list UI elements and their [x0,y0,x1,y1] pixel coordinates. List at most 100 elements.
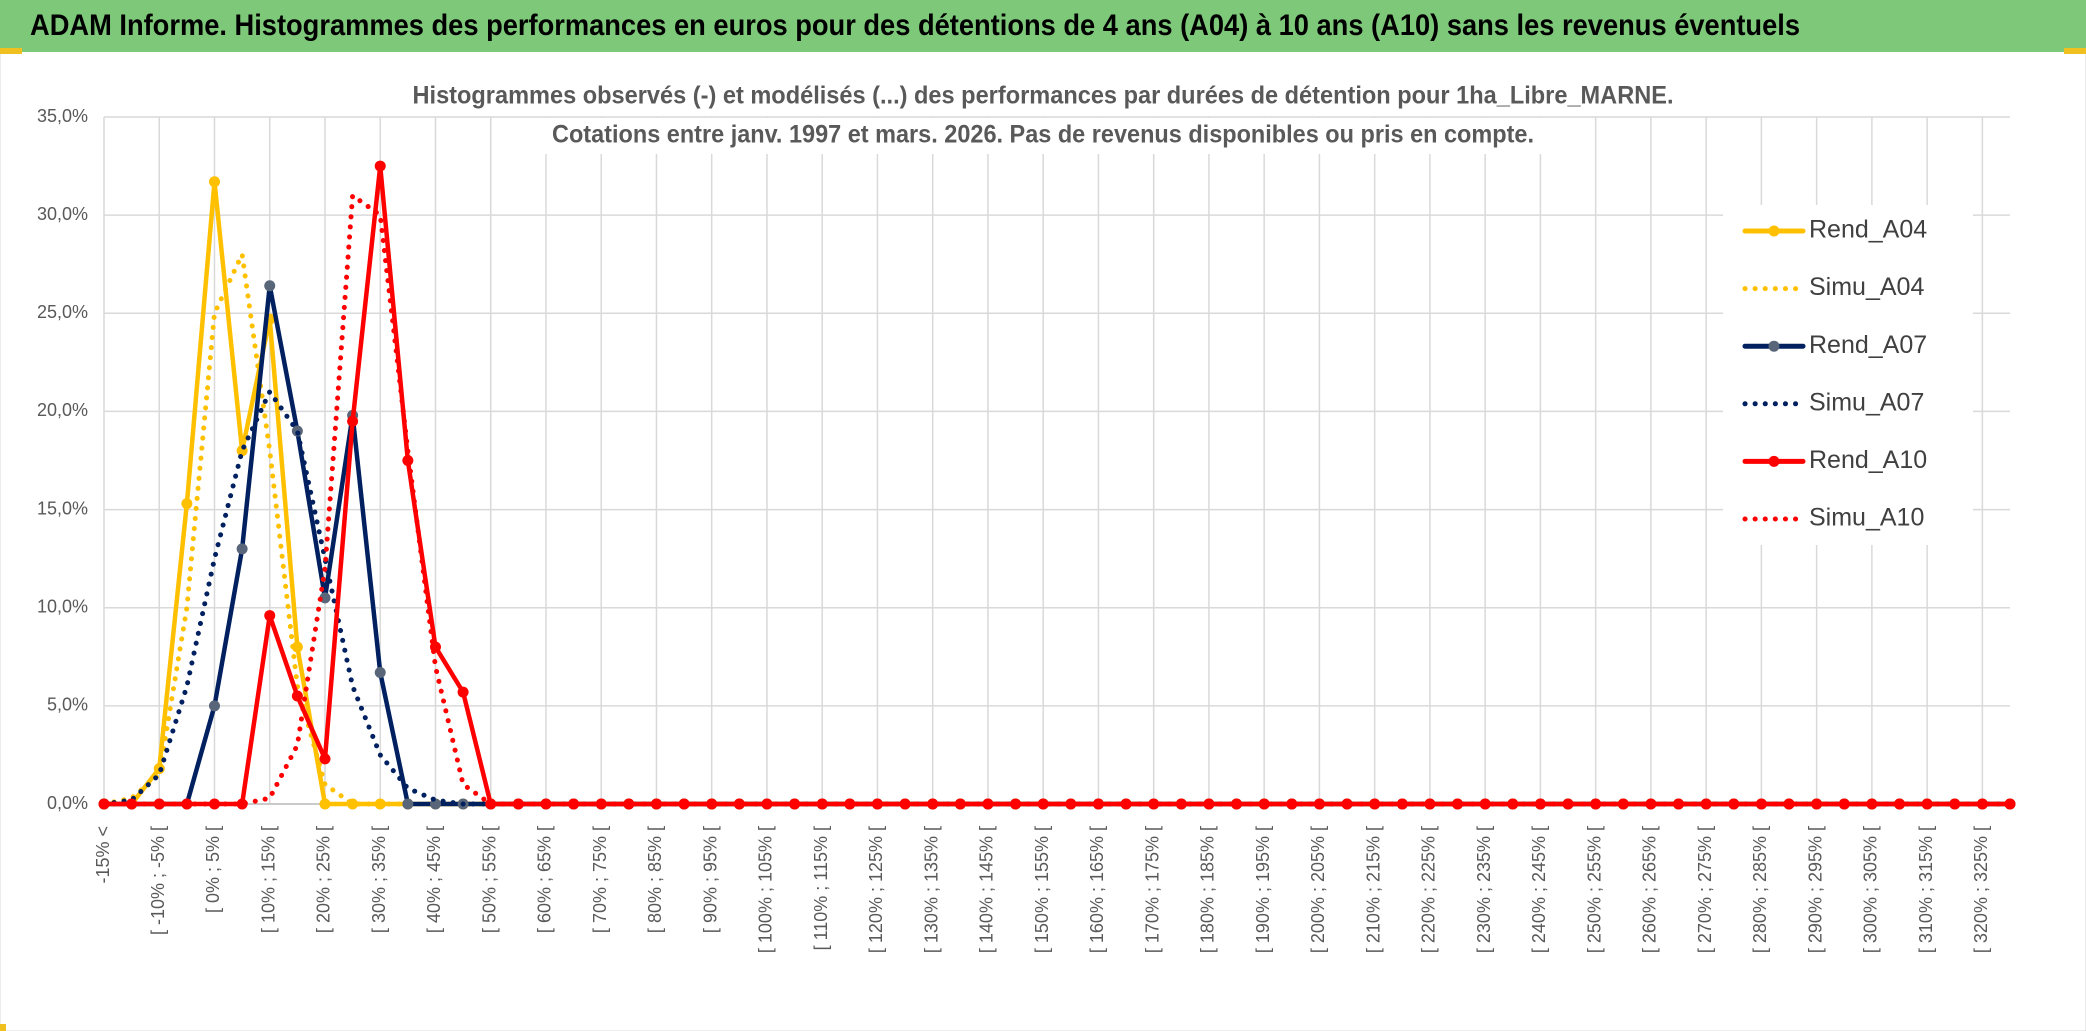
series-marker [1783,798,1795,810]
x-tick-label: [ 150% ; 155% [ [1032,826,1052,953]
x-tick-label: [ 40% ; 45% [ [424,826,444,933]
series-marker [2004,798,2016,810]
x-tick-label: [ 130% ; 135% [ [921,826,941,953]
series-marker [1866,798,1878,810]
series-marker [291,641,303,653]
series-marker [319,753,331,765]
x-tick-label: [ 110% ; 115% [ [811,826,831,950]
series-marker [1341,798,1353,810]
x-tick-label: [ 90% ; 95% [ [700,826,720,933]
series-marker [347,415,359,427]
series-marker [374,160,386,172]
x-tick-label: [ 140% ; 145% [ [977,826,997,953]
series-marker [1562,798,1574,810]
subtitle-backdrop [540,118,1546,154]
corner-accent [2064,48,2086,54]
x-tick-label: [ 190% ; 195% [ [1253,826,1273,953]
legend-marker [1768,225,1780,237]
x-tick-label: [ 320% ; 325% [ [1971,826,1991,953]
corner-accent [0,48,22,54]
x-tick-label: -15% < [93,826,113,884]
x-tick-label: [ 210% ; 215% [ [1363,826,1383,953]
x-tick-label: [ 270% ; 275% [ [1695,826,1715,953]
y-tick-label: 20,0% [37,400,88,420]
x-tick-label: [ 310% ; 315% [ [1916,826,1936,953]
series-marker [540,798,552,810]
chart-title: ADAM Informe. Histogrammes des performan… [30,9,1800,42]
y-tick-label: 35,0% [37,106,88,126]
x-tick-label: [ 170% ; 175% [ [1142,826,1162,953]
series-marker [733,798,745,810]
y-tick-label: 15,0% [37,498,88,518]
series-marker [623,798,635,810]
series-line [101,193,2013,807]
legend-label: Rend_A07 [1809,331,1927,359]
legend-label: Simu_A04 [1809,273,1924,301]
series-marker [457,686,469,698]
x-tick-label: [ 10% ; 15% [ [258,826,278,933]
x-tick-label: [ -10% ; -5% [ [148,826,168,935]
corner-accent [0,1024,6,1031]
series-marker [816,798,828,810]
series-marker [1231,798,1243,810]
series-marker [208,176,220,188]
series-marker [1645,798,1657,810]
series-marker [374,666,386,678]
title-bar [0,0,2086,52]
chart-subtitle: Histogrammes observés (-) et modélisés (… [413,82,1674,110]
x-tick-label: [ 0% ; 5% [ [203,826,223,913]
series-marker [1120,798,1132,810]
series-marker [153,798,165,810]
series-marker [264,610,276,622]
series-marker [927,798,939,810]
series-marker [954,798,966,810]
series-marker [706,798,718,810]
series-marker [1673,798,1685,810]
x-tick-label: [ 70% ; 75% [ [590,826,610,933]
x-tick-label: [ 60% ; 65% [ [535,826,555,933]
x-tick-label: [ 120% ; 125% [ [866,826,886,953]
x-tick-label: [ 100% ; 105% [ [756,826,776,953]
x-tick-label: [ 230% ; 235% [ [1474,826,1494,953]
legend-label: Rend_A10 [1809,446,1927,474]
x-tick-label: [ 260% ; 265% [ [1640,826,1660,953]
legend-box [1723,205,1973,545]
x-tick-label: [ 300% ; 305% [ [1861,826,1881,953]
x-tick-label: [ 290% ; 295% [ [1805,826,1825,953]
y-tick-label: 10,0% [37,596,88,616]
y-tick-label: 25,0% [37,302,88,322]
x-tick-label: [ 80% ; 85% [ [645,826,665,933]
series-marker [1037,798,1049,810]
x-tick-label: [ 20% ; 25% [ [314,826,334,933]
x-tick-label: [ 240% ; 245% [ [1529,826,1549,953]
series-marker [181,498,193,510]
series-marker [844,798,856,810]
series-marker [291,690,303,702]
legend-label: Rend_A04 [1809,216,1927,244]
series-marker [402,798,414,810]
series-marker [512,798,524,810]
series-marker [264,280,276,292]
legend-label: Simu_A10 [1809,504,1924,532]
legend-marker [1768,455,1780,467]
series-marker [1369,798,1381,810]
series-marker [236,543,248,555]
y-tick-label: 5,0% [47,695,88,715]
y-tick-label: 0,0% [47,793,88,813]
x-tick-label: [ 30% ; 35% [ [369,826,389,933]
x-tick-label: [ 180% ; 185% [ [1198,826,1218,953]
y-tick-label: 30,0% [37,204,88,224]
series-marker [1894,798,1906,810]
series-marker [1479,798,1491,810]
series-marker [1258,798,1270,810]
series-marker [1148,798,1160,810]
x-tick-label: [ 250% ; 255% [ [1584,826,1604,953]
series-marker [126,798,138,810]
subtitle-backdrop [400,79,1686,115]
x-tick-label: [ 220% ; 225% [ [1419,826,1439,953]
legend-marker [1768,340,1780,352]
x-tick-label: [ 200% ; 205% [ [1308,826,1328,953]
series-marker [319,798,331,810]
x-tick-label: [ 50% ; 55% [ [479,826,499,933]
